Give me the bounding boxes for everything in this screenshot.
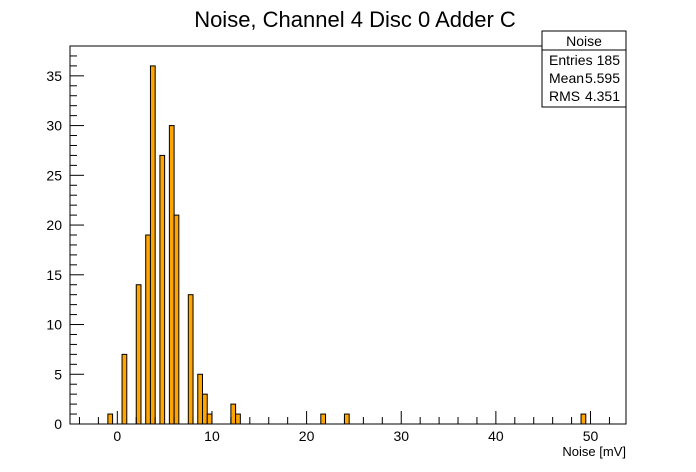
histogram-bar	[168, 125, 175, 425]
histogram-bar	[121, 353, 128, 425]
y-tick-label: 35	[46, 68, 62, 84]
histogram-bar	[107, 413, 114, 425]
x-tick-label: 0	[113, 428, 121, 444]
histogram-bar	[320, 413, 327, 425]
y-tick-label: 20	[46, 217, 62, 233]
histogram-bar	[173, 214, 180, 425]
stats-entries-value: 185	[597, 52, 621, 68]
histogram-bar	[197, 373, 203, 425]
x-tick-label: 50	[583, 428, 599, 444]
y-tick-label: 25	[46, 167, 62, 183]
histogram-bars	[107, 65, 587, 425]
stats-name: Noise	[566, 33, 602, 49]
y-tick-label: 15	[46, 267, 62, 283]
x-axis-label: Noise [mV]	[562, 444, 626, 459]
x-tick-label: 30	[393, 428, 409, 444]
stats-rms-label: RMS	[549, 88, 580, 104]
chart-title: Noise, Channel 4 Disc 0 Adder C	[194, 7, 516, 32]
y-tick-label: 0	[54, 416, 62, 432]
stats-entries-label: Entries	[549, 52, 593, 68]
x-tick-label: 20	[299, 428, 315, 444]
histogram-bar	[235, 413, 241, 425]
histogram-bar	[206, 413, 213, 425]
histogram-bar	[159, 154, 166, 425]
stats-rms-value: 4.351	[585, 88, 620, 104]
histogram-bar	[149, 65, 156, 425]
stats-box: Noise Entries 185 Mean 5.595 RMS 4.351	[541, 30, 627, 108]
histogram-bar	[580, 413, 587, 425]
histogram-bar	[187, 294, 194, 425]
histogram-bar	[230, 403, 237, 425]
axes: 0 5 10 15 20 25 30 35 0 10 20 30 40 50	[46, 45, 627, 444]
y-tick-label: 30	[46, 118, 62, 134]
stats-mean-value: 5.595	[585, 70, 620, 86]
histogram-bar	[135, 284, 142, 425]
histogram-bar	[201, 393, 208, 425]
x-tick-label: 40	[488, 428, 504, 444]
histogram-bar	[343, 413, 350, 425]
stats-mean-label: Mean	[549, 70, 584, 86]
x-tick-label: 10	[204, 428, 220, 444]
y-tick-label: 10	[46, 317, 62, 333]
stats-box-frame	[541, 30, 627, 108]
y-tick-label: 5	[54, 366, 62, 382]
histogram-bar	[145, 234, 151, 425]
